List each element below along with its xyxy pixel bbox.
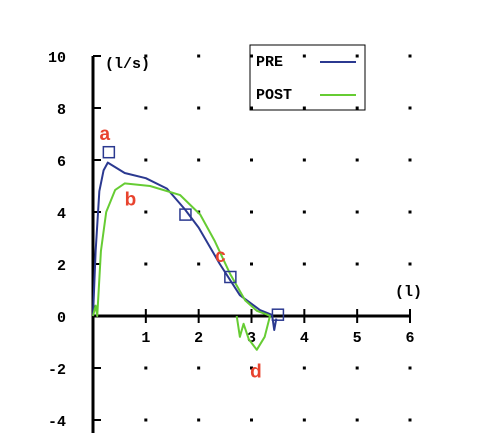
grid-dot bbox=[355, 366, 359, 370]
grid-dot bbox=[197, 158, 201, 162]
grid-dot bbox=[408, 262, 412, 266]
grid-dot bbox=[408, 158, 412, 162]
grid-dot bbox=[250, 418, 253, 422]
y-tick-label: 0 bbox=[57, 310, 66, 327]
grid-dot bbox=[144, 158, 148, 162]
grid-dot bbox=[302, 210, 306, 214]
marker bbox=[271, 308, 285, 321]
grid-dot bbox=[250, 262, 253, 266]
line bbox=[92, 161, 278, 332]
grid-dot bbox=[144, 262, 148, 266]
annotation: b bbox=[125, 190, 137, 211]
grid-dot bbox=[302, 106, 306, 110]
grid-dot bbox=[250, 158, 253, 162]
grid-dot bbox=[355, 106, 359, 110]
grid-dot bbox=[408, 106, 412, 110]
grid-dot bbox=[250, 210, 253, 214]
grid-dot bbox=[408, 366, 412, 370]
x-tick-label: 3 bbox=[247, 330, 256, 347]
annotation: d bbox=[250, 362, 262, 383]
x-tick-label: 4 bbox=[300, 330, 309, 347]
annotation: a bbox=[100, 124, 111, 145]
grid-dot bbox=[144, 106, 148, 110]
marker bbox=[224, 270, 237, 284]
grid-dot bbox=[197, 106, 201, 110]
grid-dot bbox=[408, 210, 412, 214]
marker bbox=[102, 145, 116, 159]
grid-dot bbox=[144, 210, 148, 214]
x-axis-label: (l) bbox=[395, 284, 422, 301]
legend-box bbox=[249, 44, 366, 111]
grid-dot bbox=[250, 366, 253, 370]
y-tick-label: -4 bbox=[48, 414, 66, 431]
grid-dot bbox=[197, 54, 201, 58]
y-tick-label: 10 bbox=[48, 50, 66, 67]
grid-dot bbox=[144, 418, 148, 422]
grid-dot bbox=[302, 262, 306, 266]
x-tick-label: 1 bbox=[141, 330, 150, 347]
annotation: c bbox=[215, 246, 226, 267]
grid-dot bbox=[355, 158, 359, 162]
x-tick-label: 6 bbox=[405, 330, 414, 347]
y-tick-label: 4 bbox=[57, 206, 66, 223]
grid-dot bbox=[355, 418, 359, 422]
x-tick-label: 2 bbox=[194, 330, 203, 347]
grid-dot bbox=[302, 54, 306, 58]
grid-dot bbox=[250, 54, 253, 58]
grid-dot bbox=[302, 158, 306, 162]
grid-dot bbox=[355, 262, 359, 266]
grid-dot bbox=[197, 262, 201, 266]
grid-dot bbox=[144, 366, 148, 370]
marker bbox=[179, 208, 192, 221]
y-tick-label: -2 bbox=[48, 362, 66, 379]
y-tick-label: 2 bbox=[57, 258, 66, 275]
line bbox=[92, 182, 271, 351]
y-axis-label: (l/s) bbox=[105, 56, 150, 73]
grid-dot bbox=[250, 106, 253, 110]
grid-dot bbox=[197, 418, 201, 422]
grid-dot bbox=[355, 54, 359, 58]
grid-dot bbox=[302, 366, 306, 370]
grid-dot bbox=[355, 210, 359, 214]
grid-dot bbox=[408, 54, 412, 58]
y-tick-label: 8 bbox=[57, 102, 66, 119]
legend-label: PRE bbox=[256, 54, 283, 71]
grid-dot bbox=[302, 418, 306, 422]
grid-dot bbox=[408, 418, 412, 422]
y-tick-label: 6 bbox=[57, 154, 66, 171]
x-tick-label: 5 bbox=[353, 330, 362, 347]
legend-label: POST bbox=[256, 87, 292, 104]
grid-dot bbox=[144, 54, 148, 58]
grid-dot bbox=[197, 366, 201, 370]
